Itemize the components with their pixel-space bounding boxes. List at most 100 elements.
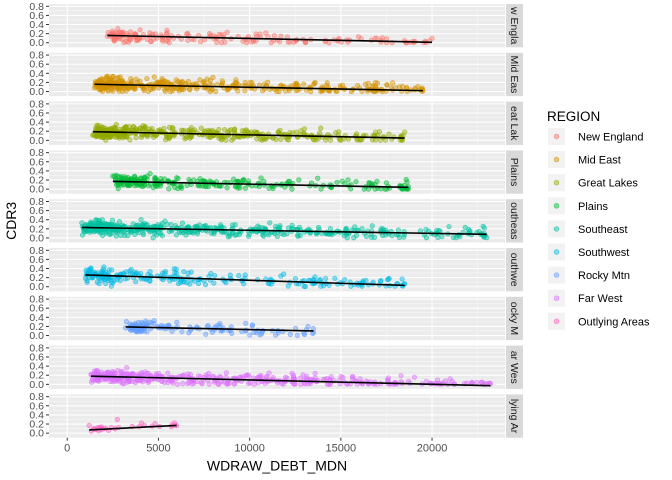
facet-strip-label: ar Wes [508,351,520,384]
facet-strip [506,199,523,243]
data-point [162,78,168,84]
data-point [179,86,185,93]
legend-label: Outlying Areas [578,316,650,328]
y-tick-label: 0.4 [29,409,44,421]
data-point [378,278,384,284]
data-point [130,221,136,227]
data-point [385,276,391,282]
data-point [371,234,378,240]
data-point [245,380,252,386]
data-point [474,379,480,385]
data-point [154,232,160,238]
data-point [353,232,360,239]
data-point [317,276,323,283]
data-point [399,276,405,282]
data-point [189,381,196,387]
data-point [298,375,304,381]
facet-strip-label: w Engla [508,6,520,45]
data-point [86,422,92,429]
data-point [232,222,238,228]
facet-strip-label: eat Lak [508,106,520,141]
data-point [247,79,253,85]
legend-marker [553,156,560,163]
data-point [243,372,249,379]
data-point [365,80,371,87]
data-point [480,223,486,229]
data-point [94,368,101,374]
legend-label: Southwest [578,247,629,259]
data-point [302,39,308,46]
data-point [195,373,201,379]
data-point [301,283,307,289]
panel-background [49,4,505,48]
data-point [99,217,105,223]
data-point [236,273,242,279]
data-point [99,268,105,274]
data-point [140,125,146,132]
data-point [246,233,252,240]
data-point [301,331,308,338]
y-tick-label: 0.4 [29,361,44,373]
data-point [151,321,157,327]
data-point [122,276,128,282]
data-point [109,217,115,223]
data-point [155,127,161,134]
data-point [138,217,144,223]
data-point [218,379,225,385]
data-point [327,226,333,232]
regression-line [90,375,491,387]
facet-strip [506,150,523,194]
legend-label: Rocky Mtn [578,270,630,282]
data-point [232,380,238,386]
data-point [99,229,105,235]
data-point [481,234,487,240]
data-point [315,175,321,181]
data-point [133,135,139,141]
y-tick-label: 0.0 [29,86,44,98]
y-tick-label: 0.4 [29,165,44,177]
data-point [118,232,124,239]
data-point [352,224,358,230]
data-point [165,38,171,44]
data-point [143,318,149,324]
data-point [103,280,109,287]
data-point [266,232,272,238]
data-point [127,137,133,143]
y-tick-label: 0.4 [29,117,44,129]
data-point [235,185,241,191]
facet-strip-label: Plains [508,158,520,187]
y-tick-label: 0.2 [29,77,44,89]
data-point [144,76,150,82]
data-point [180,279,186,285]
facet-panel: 0.00.20.40.60.8 Mid Eas [29,50,523,98]
x-tick-label: 15000 [326,443,357,455]
data-point [280,381,287,387]
data-point [231,176,237,182]
data-point [84,277,90,284]
data-point [84,279,90,285]
facet-strip [506,296,523,341]
data-point [242,87,248,94]
data-point [242,185,248,191]
y-tick-label: 0.8 [29,196,44,208]
legend-label: New England [578,132,643,144]
data-point [138,420,145,426]
data-point [232,129,238,135]
data-point [167,88,174,95]
data-point [374,35,380,41]
y-tick-label: 0.8 [29,50,44,62]
data-point [191,37,197,43]
legend-key [548,289,565,307]
y-tick-label: 0.2 [29,223,44,235]
facet-strip [506,52,523,97]
data-point [160,270,166,276]
data-point [103,137,109,143]
data-point [220,80,226,86]
facet-strip-label: ocky M [508,302,520,335]
data-point [137,78,143,84]
data-point [169,125,175,131]
data-point [244,39,250,46]
data-point [311,81,317,87]
data-point [312,370,318,377]
data-point [343,226,349,232]
